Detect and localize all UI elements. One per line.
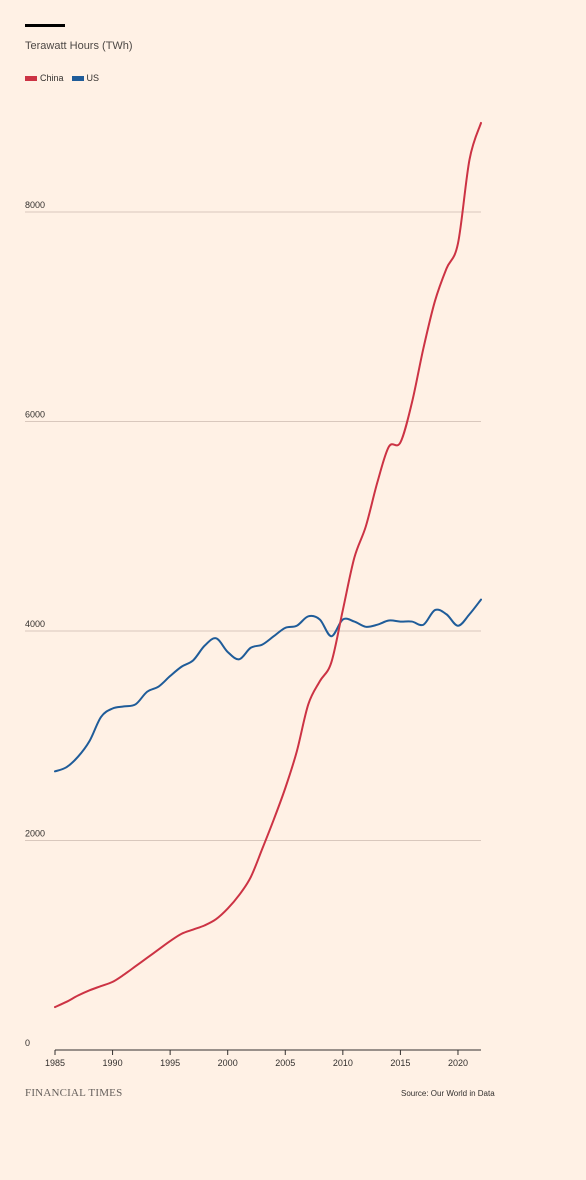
chart-source: Source: Our World in Data (401, 1089, 495, 1098)
legend-label-us: US (86, 73, 100, 83)
axis-layer: 0 2000 4000 6000 8000 1985 1990 1995 2000 2005 201… (25, 200, 481, 1068)
series-line-us (54, 598, 482, 773)
grid-layer (25, 211, 481, 841)
y-tick-label-6000: 6000 (25, 410, 45, 420)
legend-label-china: China (40, 73, 64, 83)
legend-item-china: China (25, 73, 64, 83)
y-tick-label-4000: 4000 (25, 619, 45, 629)
x-tick-label-2000: 2000 (218, 1058, 238, 1068)
x-tick-label-2015: 2015 (390, 1058, 410, 1068)
legend-swatch-us (71, 75, 84, 81)
x-tick-label-1990: 1990 (103, 1058, 123, 1068)
legend-item-us: US (71, 73, 100, 83)
y-tick-label-0: 0 (25, 1038, 30, 1048)
x-tick-label-1995: 1995 (160, 1058, 180, 1068)
x-tick-label-1985: 1985 (45, 1058, 65, 1068)
chart-subtitle: Terawatt Hours (TWh) (25, 40, 133, 52)
y-tick-label-8000: 8000 (25, 200, 45, 210)
ft-top-bar (25, 24, 65, 27)
x-tick-label-2020: 2020 (448, 1058, 468, 1068)
legend-swatch-china (25, 75, 37, 81)
x-tick-label-2010: 2010 (333, 1058, 353, 1068)
ft-brand: FINANCIAL TIMES (25, 1087, 123, 1099)
chart-legend: China US (25, 73, 99, 83)
x-tick-label-2005: 2005 (275, 1058, 295, 1068)
series-line-china (54, 121, 482, 1009)
series-layer (54, 121, 482, 1009)
y-tick-label-2000: 2000 (25, 829, 45, 839)
